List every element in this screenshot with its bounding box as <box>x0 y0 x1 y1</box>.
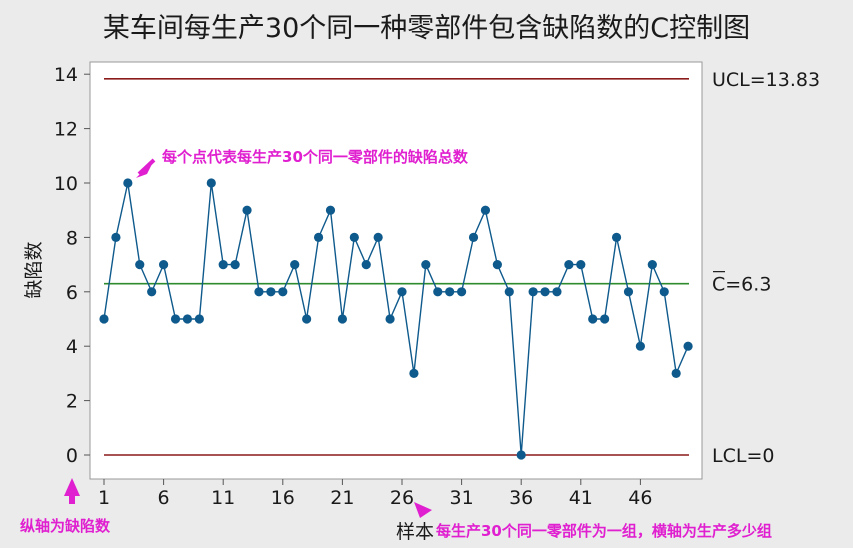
data-point <box>337 314 347 324</box>
series-line <box>103 182 689 456</box>
data-point <box>290 260 300 270</box>
y-annotation: 纵轴为缺陷数 <box>20 517 111 535</box>
x-tick-label: 11 <box>211 487 235 509</box>
data-point <box>159 260 169 270</box>
data-point <box>278 287 288 297</box>
data-point <box>445 287 455 297</box>
data-point <box>480 205 491 215</box>
data-point <box>313 232 324 242</box>
plot-area <box>89 61 703 480</box>
data-point <box>671 368 681 378</box>
y-tick-label: 8 <box>66 227 78 249</box>
data-point <box>325 205 336 215</box>
x-tick-label: 21 <box>330 487 354 509</box>
center-label: C=6.3 <box>712 274 771 296</box>
y-tick-label: 12 <box>54 119 78 141</box>
data-point <box>230 260 240 270</box>
data-point <box>99 314 109 324</box>
data-point <box>385 314 395 324</box>
data-point <box>433 287 443 297</box>
data-point <box>397 287 407 297</box>
x-annotation: 每生产30个同一零部件为一组，横轴为生产多少组 <box>436 522 772 540</box>
data-point <box>373 232 383 242</box>
data-point <box>254 287 264 297</box>
data-point <box>170 314 181 324</box>
x-tick-label: 16 <box>271 487 295 509</box>
data-point <box>194 314 204 324</box>
x-annotation-arrow-icon <box>414 502 432 518</box>
data-point <box>218 260 228 270</box>
x-tick-label: 26 <box>390 487 414 509</box>
y-annotation-arrow-shaft <box>69 494 75 504</box>
point-annotation-arrow-shaft <box>137 158 156 176</box>
data-point <box>123 178 133 188</box>
x-tick-label: 31 <box>450 487 474 509</box>
y-tick-label: 0 <box>66 445 78 467</box>
data-point <box>623 287 634 297</box>
data-point <box>242 205 252 215</box>
data-point <box>540 287 550 297</box>
data-point <box>492 260 502 270</box>
data-point <box>421 260 431 270</box>
y-tick-label: 14 <box>54 64 78 86</box>
data-point <box>683 341 693 351</box>
data-point <box>409 368 419 378</box>
data-point <box>349 232 359 242</box>
data-point <box>147 287 157 297</box>
chart-title: 某车间每生产30个同一种零部件包含缺陷数的C控制图 <box>102 13 751 44</box>
data-point <box>647 260 657 270</box>
control-lines: UCL=13.83 C=6.3 LCL=0 <box>104 69 820 467</box>
ucl-label: UCL=13.83 <box>712 69 820 91</box>
x-tick-label: 41 <box>569 487 593 509</box>
data-series <box>99 178 693 460</box>
y-tick-label: 4 <box>66 336 78 358</box>
data-point <box>635 341 646 351</box>
x-tick-label: 6 <box>158 487 170 509</box>
data-point <box>588 314 598 324</box>
x-tick-label: 1 <box>98 487 110 509</box>
data-point <box>266 287 276 297</box>
lcl-label: LCL=0 <box>712 445 774 467</box>
data-point <box>516 450 526 460</box>
data-point <box>182 314 193 324</box>
data-point <box>468 232 479 242</box>
x-axis: 1 6 11 16 21 26 31 36 41 46 <box>98 479 652 509</box>
data-point <box>552 287 562 297</box>
y-annotation-arrow-icon <box>64 478 80 496</box>
data-point <box>361 260 371 270</box>
data-point <box>611 232 622 242</box>
y-tick-label: 10 <box>54 173 78 195</box>
point-annotation: 每个点代表每生产30个同一零部件的缺陷总数 <box>162 148 469 166</box>
data-point <box>528 287 538 297</box>
x-axis-title: 样本 <box>396 521 434 543</box>
x-tick-label: 36 <box>509 487 533 509</box>
data-point <box>135 260 145 270</box>
y-tick-label: 2 <box>66 391 78 413</box>
y-tick-label: 6 <box>66 282 78 304</box>
x-tick-label: 46 <box>628 487 652 509</box>
y-axis-title: 缺陷数 <box>23 241 45 298</box>
data-point <box>600 314 610 324</box>
data-point <box>457 287 467 297</box>
data-point <box>564 260 574 270</box>
data-point <box>659 287 669 297</box>
data-point <box>206 178 216 188</box>
data-point <box>504 287 514 297</box>
data-point <box>302 314 312 324</box>
data-point <box>111 232 121 242</box>
data-point <box>576 260 586 270</box>
y-axis: 0 2 4 6 8 10 12 14 <box>54 64 90 467</box>
